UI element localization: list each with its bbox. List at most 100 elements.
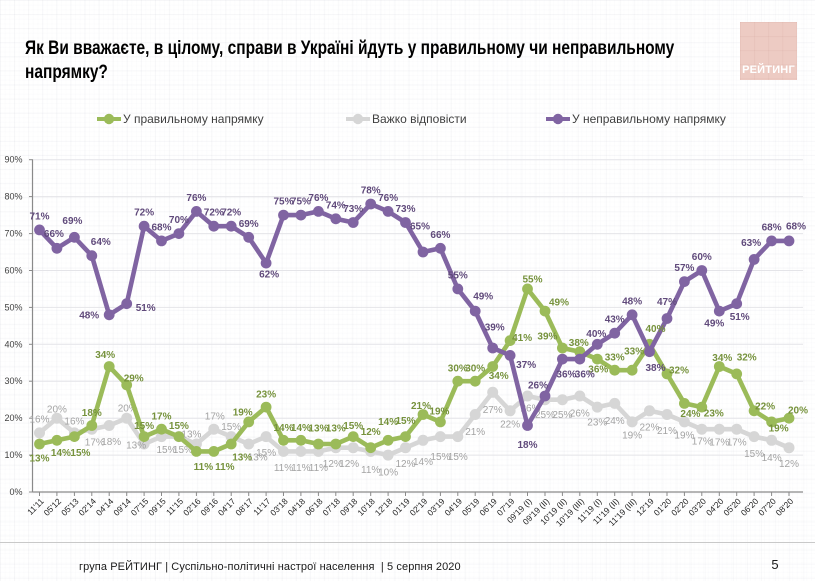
svg-text:55%: 55% [522,274,542,285]
svg-text:11%: 11% [274,463,293,474]
svg-text:19%: 19% [622,430,642,441]
svg-text:63%: 63% [741,238,761,249]
svg-text:29%: 29% [124,373,144,384]
svg-text:73%: 73% [395,204,415,215]
svg-text:24%: 24% [680,409,700,420]
svg-text:76%: 76% [186,193,206,204]
svg-text:12'18: 12'18 [373,496,395,518]
svg-text:15%: 15% [343,421,363,432]
svg-text:13%: 13% [29,454,49,465]
svg-text:05'20: 05'20 [721,496,743,518]
svg-text:60%: 60% [4,266,22,276]
svg-text:66%: 66% [44,229,64,240]
svg-text:0%: 0% [9,487,22,497]
svg-text:02'14: 02'14 [76,496,98,518]
svg-text:51%: 51% [730,312,750,323]
svg-text:70%: 70% [169,215,189,226]
svg-text:10'18: 10'18 [355,496,377,518]
svg-text:13%: 13% [126,441,146,452]
svg-text:49%: 49% [473,292,493,303]
svg-text:19%: 19% [429,406,449,417]
svg-text:11%: 11% [361,465,380,476]
svg-text:15%: 15% [448,452,468,463]
svg-text:21%: 21% [465,427,485,438]
svg-text:90%: 90% [4,155,22,165]
svg-text:66%: 66% [430,230,450,241]
svg-text:17%: 17% [151,412,171,423]
svg-text:33%: 33% [605,353,625,364]
svg-text:40%: 40% [586,329,606,340]
svg-text:21%: 21% [657,426,677,437]
svg-text:16%: 16% [64,416,84,427]
svg-text:15%: 15% [70,448,90,459]
svg-text:49%: 49% [549,298,569,309]
svg-text:22%: 22% [755,401,775,412]
svg-text:20%: 20% [4,413,22,423]
svg-text:73%: 73% [343,204,363,215]
svg-text:14%: 14% [378,417,398,428]
svg-text:03'19: 03'19 [425,496,447,518]
svg-text:41%: 41% [512,333,532,344]
svg-text:15%: 15% [256,448,276,459]
svg-text:12%: 12% [779,459,799,470]
svg-text:17%: 17% [727,438,747,449]
svg-text:02'16: 02'16 [181,496,203,518]
svg-text:39%: 39% [485,323,505,334]
svg-text:07'20: 07'20 [756,496,778,518]
svg-text:75%: 75% [273,197,293,208]
svg-text:36%: 36% [575,370,595,381]
svg-text:13%: 13% [326,424,346,435]
svg-text:05'12: 05'12 [42,496,64,518]
svg-text:05'13: 05'13 [59,496,81,518]
svg-text:19%: 19% [769,423,789,434]
svg-text:60%: 60% [692,252,712,263]
svg-text:25%: 25% [552,410,572,421]
svg-text:80%: 80% [4,192,22,202]
svg-text:07'15: 07'15 [129,496,151,518]
svg-text:30%: 30% [4,376,22,386]
svg-text:03'20: 03'20 [686,496,708,518]
svg-text:02'19: 02'19 [408,496,430,518]
svg-text:15%: 15% [134,421,154,432]
svg-text:08'17: 08'17 [233,496,255,518]
svg-text:15%: 15% [173,445,193,456]
svg-text:01'19: 01'19 [390,496,412,518]
svg-text:11'11: 11'11 [25,496,46,517]
svg-text:13%: 13% [232,453,252,464]
svg-text:40%: 40% [4,339,22,349]
svg-text:68%: 68% [151,222,171,233]
svg-text:13%: 13% [248,453,268,464]
svg-text:04'14: 04'14 [94,496,116,518]
svg-text:55%: 55% [448,270,468,281]
svg-text:20%: 20% [788,406,808,417]
svg-text:23%: 23% [587,418,607,429]
svg-text:72%: 72% [204,208,224,219]
svg-text:18%: 18% [101,437,121,448]
svg-text:71%: 71% [29,211,49,222]
svg-text:04'20: 04'20 [704,496,726,518]
svg-text:30%: 30% [465,364,485,375]
svg-text:76%: 76% [378,193,398,204]
svg-text:04'17: 04'17 [216,496,238,518]
svg-text:20%: 20% [47,405,67,416]
svg-text:32%: 32% [669,365,689,376]
svg-text:70%: 70% [4,229,22,239]
svg-text:12%: 12% [339,459,359,470]
svg-text:13%: 13% [181,430,201,441]
svg-text:13%: 13% [308,424,328,435]
svg-text:06'18: 06'18 [303,496,325,518]
svg-text:14%: 14% [413,457,433,468]
svg-text:76%: 76% [308,193,328,204]
svg-text:08'20: 08'20 [774,496,796,518]
svg-text:12%: 12% [361,427,381,438]
svg-text:11%: 11% [309,463,328,474]
svg-text:69%: 69% [239,219,259,230]
svg-text:14%: 14% [291,423,311,434]
svg-text:51%: 51% [136,303,156,314]
svg-text:09'14: 09'14 [111,496,133,518]
svg-text:23%: 23% [704,409,724,420]
svg-text:72%: 72% [134,208,154,219]
svg-text:48%: 48% [622,296,642,307]
svg-text:15%: 15% [169,421,189,432]
svg-text:47%: 47% [657,297,677,308]
